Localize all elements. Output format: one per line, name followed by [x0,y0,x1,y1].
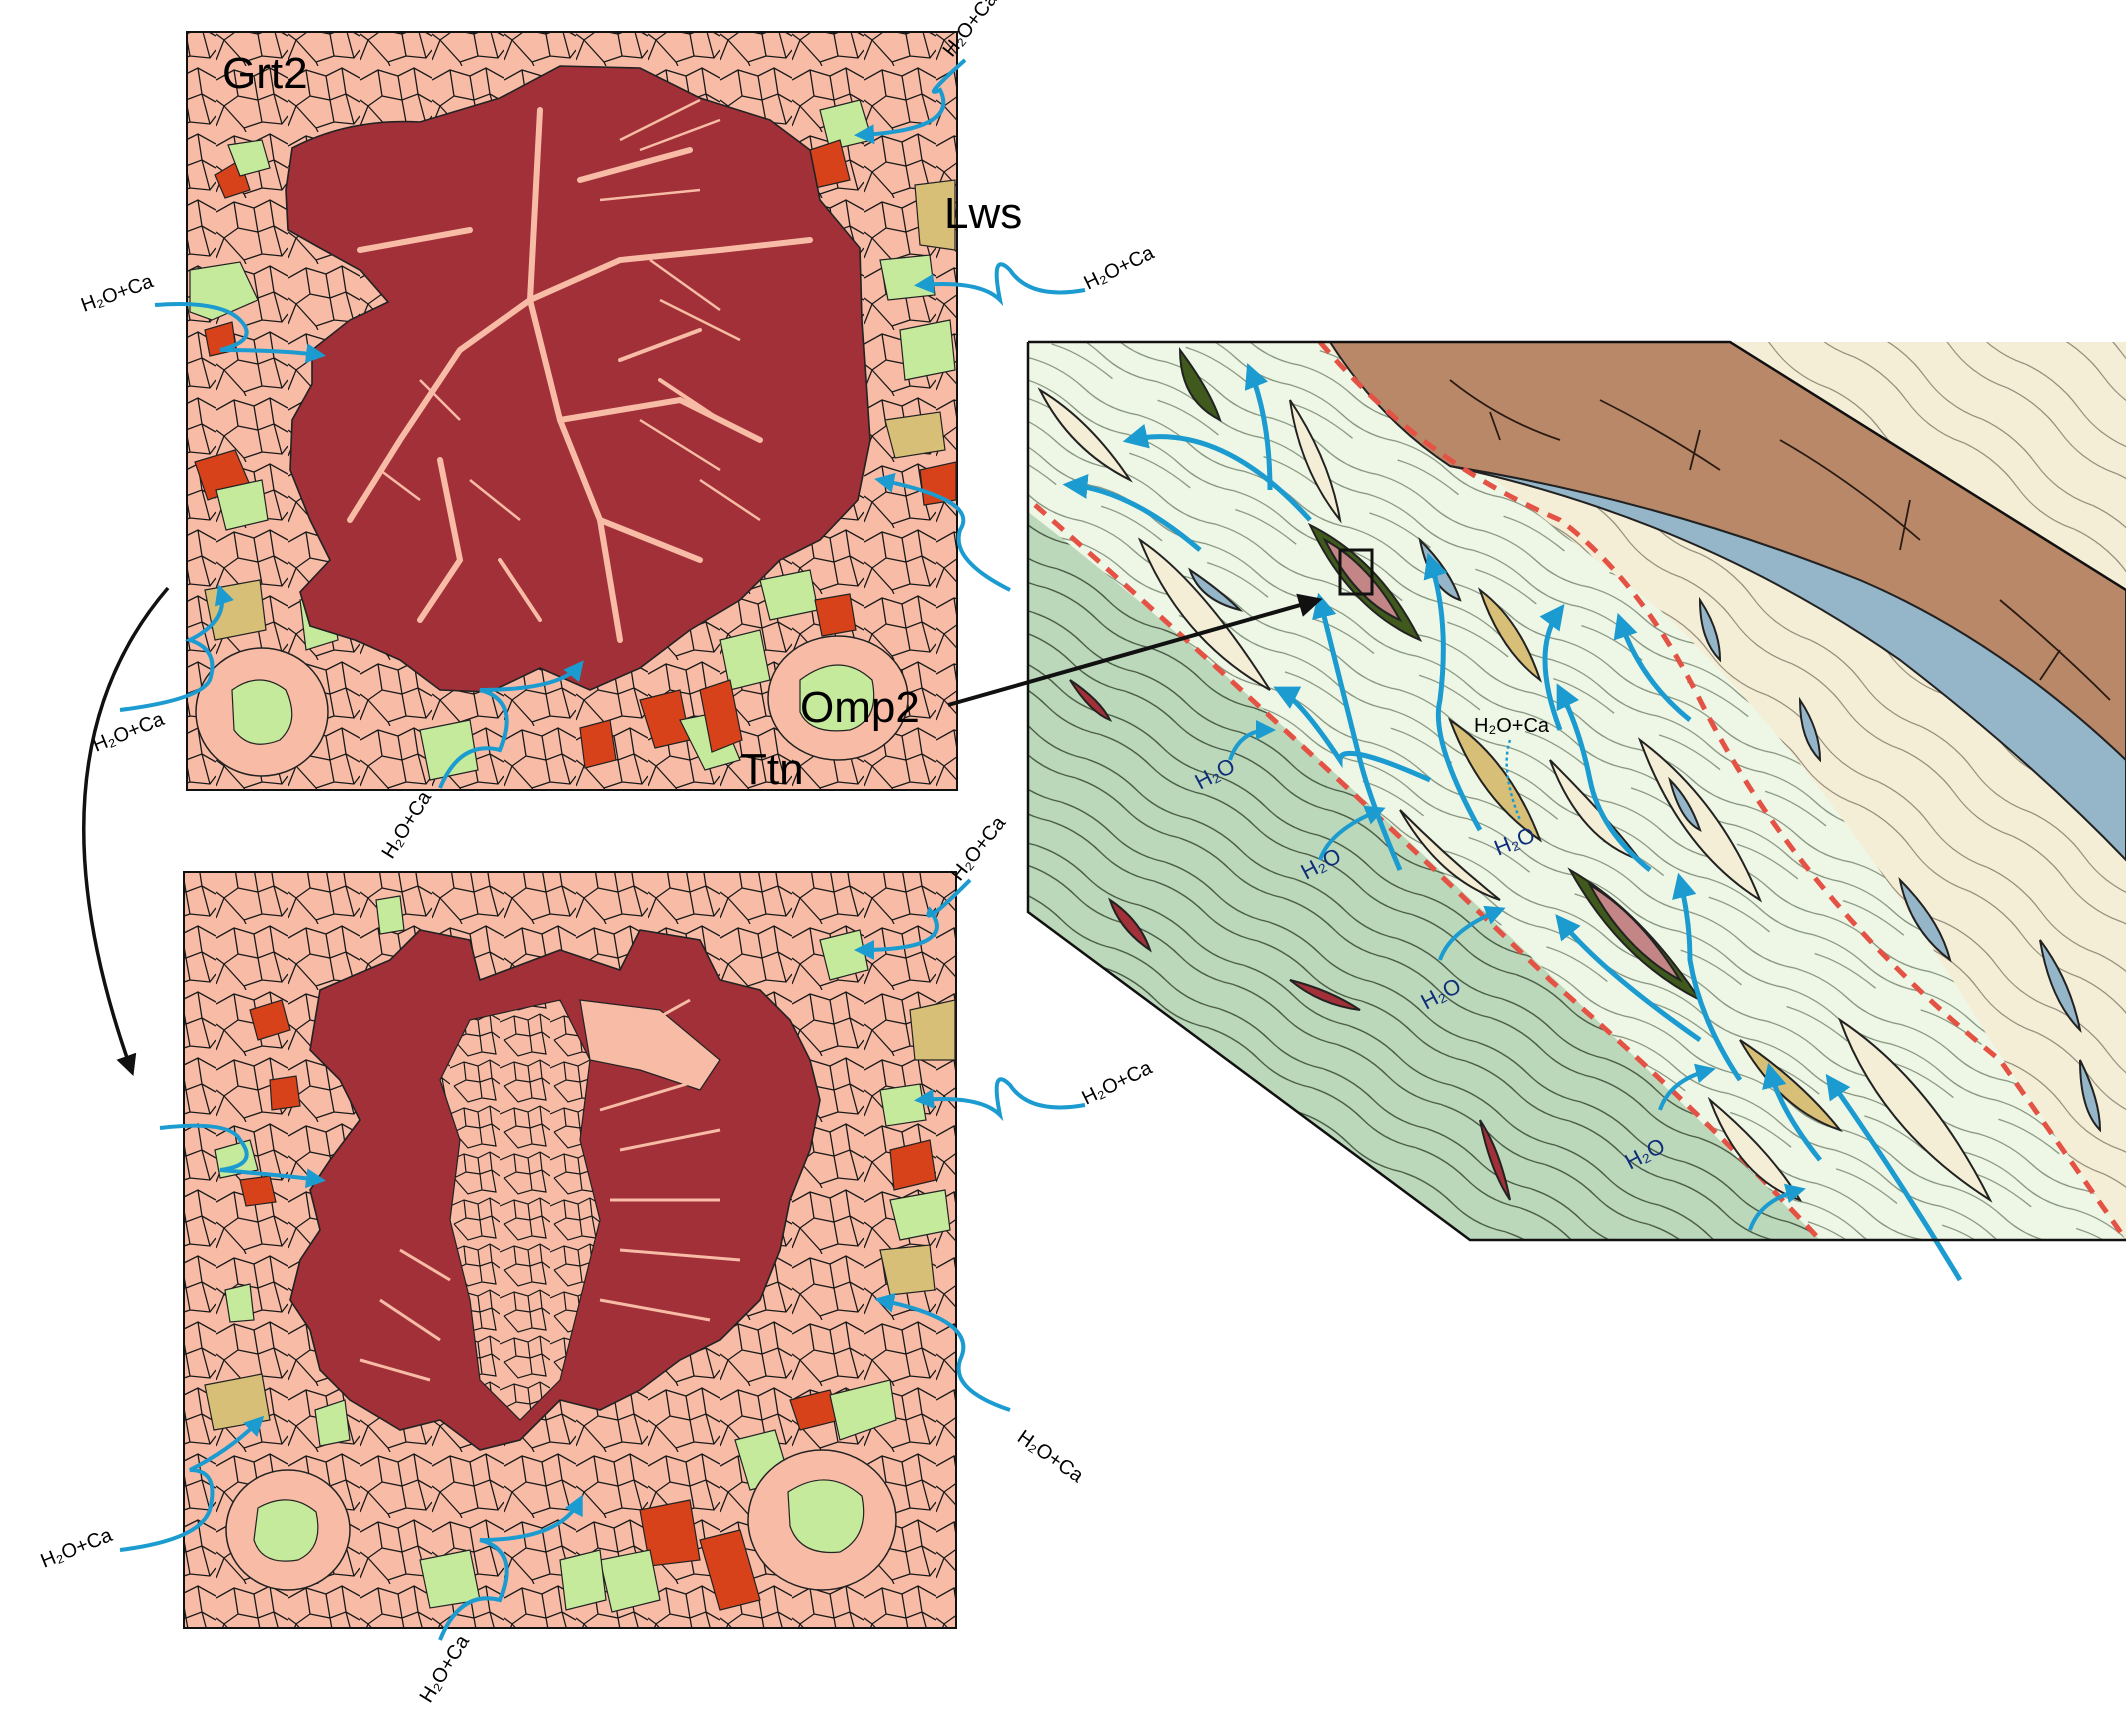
bottom-small-garnet [225,1449,897,1591]
flow-arrow-icon [1672,872,1743,1082]
label-fluid-ca: H₂O+Ca [416,1631,475,1707]
bottom-core-veins [359,998,741,1382]
flow-arrow-icon [1613,612,1692,722]
top-garnet-core [285,65,871,693]
flow-arrow-icon [914,1077,1086,1122]
flow-arrow-icon [1555,914,1702,1043]
flow-arrow-icon [1312,592,1403,871]
flow-arrow-icon [119,1415,265,1552]
flow-arrow-icon [1658,1063,1716,1111]
flow-arrow-icon [438,1494,583,1641]
bottom-core-bay [579,999,721,1091]
label-fluid-ca: H₂O+Ca [1079,1056,1157,1109]
label-fluid-ca: H₂O+Ca [38,1524,117,1573]
bottom-accessory-grains [204,895,956,1613]
top-fluid-arrows [119,58,1086,789]
sample-location-box [1338,548,1374,596]
flow-arrow-icon [874,1292,1011,1412]
top-thin-section: Grt2 Lws Omp2 Ttn H₂O+Ca H₂O+Ca H₂O+Ca H… [78,0,1158,863]
block-fluid-arrows [1062,363,1963,1282]
flow-arrow-icon [1748,1183,1806,1231]
label-fluid-ca: H₂O+Ca [78,270,157,317]
top-core-veins-thin [379,98,761,522]
flow-arrow-icon [1273,686,1432,783]
flow-arrow-icon [874,472,1011,592]
label-fluid-ca: H₂O+Ca [90,708,169,757]
label-lws: Lws [944,189,1022,238]
flow-arrow-icon [1556,683,1652,872]
bottom-core-corridor [439,999,601,1421]
shear-zone-boundaries [1033,340,2126,1242]
label-grt2: Grt2 [222,49,308,98]
bottom-thin-section: H₂O+Ca H₂O+Ca H₂O+Ca H₂O+Ca H₂O+Ca [38,812,1157,1707]
flow-arrow-icon [1539,603,1565,731]
flow-arrow-icon [1318,805,1386,861]
flow-arrow-icon [1825,1073,1963,1282]
top-core-veins [347,107,813,643]
flow-arrow-icon [914,262,1086,307]
block-label-fluid-ca: H₂O+Ca [1474,715,1550,737]
flow-arrow-icon [1122,424,1312,522]
flow-arrow-icon [1062,474,1202,552]
subduction-block-diagram: H₂O+Ca H₂O H₂O H₂O H₂O H₂O [1026,340,2126,1282]
flow-arrow-icon [119,584,234,712]
curved-arrow-icon [82,586,170,1076]
flow-arrow-icon [1423,552,1483,832]
label-fluid-ca: H₂O+Ca [378,787,437,863]
label-fluid-ca: H₂O+Ca [1081,241,1159,294]
block-brown-wedge [1328,341,2126,762]
flow-arrow-icon [854,878,972,960]
flow-arrow-icon [1228,720,1276,761]
flow-arrow-icon [1438,905,1506,961]
top-small-garnet [195,635,909,777]
flow-arrow-icon [1244,363,1273,491]
flow-arrow-icon [1762,1062,1822,1162]
wedge-cracks [1449,379,2111,701]
label-fluid-ca: H₂O+Ca [939,0,1003,61]
flow-arrow-icon [159,1123,326,1189]
label-fluid-ca: H₂O+Ca [947,812,1011,885]
label-omp2: Omp2 [800,683,920,732]
flow-arrow-icon [438,660,584,789]
flow-arrow-icon [854,58,967,145]
flow-arrow-icon [154,302,326,364]
block-outline [1026,340,2126,1242]
bottom-fluid-arrows [119,878,1086,1641]
label-ttn: Ttn [740,745,804,794]
label-fluid-ca: H₂O+Ca [1013,1426,1088,1488]
pointer-arrow-icon [947,593,1323,707]
